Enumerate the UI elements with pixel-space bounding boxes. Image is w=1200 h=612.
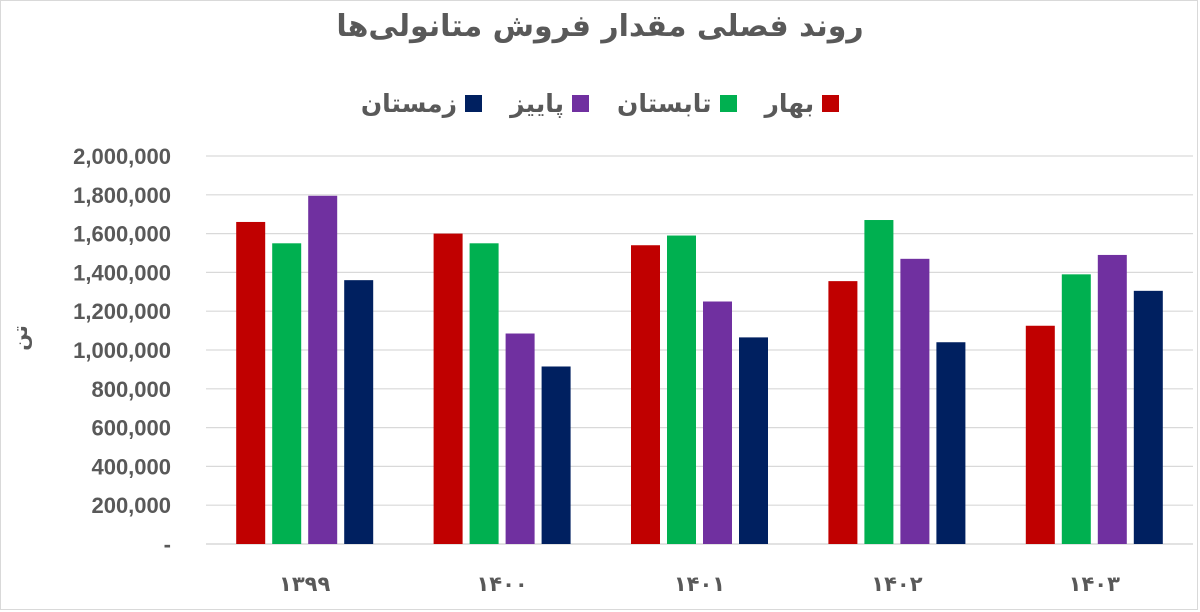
legend-label-2: پاییز xyxy=(510,89,564,118)
bar-0-0 xyxy=(236,221,266,544)
bar-4-3 xyxy=(1133,290,1163,544)
bar-0-3 xyxy=(344,280,374,544)
bar-2-1 xyxy=(667,235,696,545)
legend-label-3: زمستان xyxy=(360,89,458,118)
bar-3-1 xyxy=(864,220,894,544)
y-tick-label-9: 1,800,000 xyxy=(73,183,171,208)
y-tick-label-7: 1,400,000 xyxy=(73,260,171,285)
bar-2-0 xyxy=(631,245,660,545)
x-tick-label-3: ۱۴۰۲ xyxy=(871,572,922,596)
bar-1-1 xyxy=(469,243,499,545)
legend-item-3: زمستان xyxy=(360,89,483,118)
legend-item-2: پاییز xyxy=(510,89,589,118)
bar-2-3 xyxy=(739,337,768,544)
bar-3-3 xyxy=(936,342,966,544)
y-tick-label-6: 1,200,000 xyxy=(73,299,171,324)
y-tick-label-4: 800,000 xyxy=(91,377,171,402)
legend-item-0: بهار xyxy=(765,89,840,118)
x-tick-label-0: ۱۳۹۹ xyxy=(279,572,330,596)
legend-swatch-1 xyxy=(719,95,737,112)
y-tick-label-0: - xyxy=(164,532,171,557)
bar-4-0 xyxy=(1025,325,1055,544)
bar-2-2 xyxy=(703,301,732,544)
bar-1-2 xyxy=(505,333,535,544)
y-tick-label-1: 200,000 xyxy=(91,493,171,518)
y-tick-label-8: 1,600,000 xyxy=(73,222,171,247)
chart-legend: بهار تابستان پاییز زمستان xyxy=(1,89,1199,118)
y-tick-label-3: 600,000 xyxy=(91,416,171,441)
bar-3-0 xyxy=(828,281,858,544)
legend-swatch-2 xyxy=(571,95,589,112)
bar-1-0 xyxy=(433,233,463,544)
bar-4-2 xyxy=(1097,254,1127,544)
y-tick-label-10: 2,000,000 xyxy=(73,144,171,169)
legend-swatch-3 xyxy=(465,95,483,112)
chart-title: روند فصلی مقدار فروش متانولی‌ها xyxy=(336,9,864,44)
bar-0-1 xyxy=(272,243,302,545)
y-tick-label-5: 1,000,000 xyxy=(73,338,171,363)
x-tick-label-4: ۱۴۰۳ xyxy=(1069,572,1120,596)
x-tick-label-1: ۱۴۰۰ xyxy=(476,572,527,596)
bar-3-2 xyxy=(900,258,930,544)
bar-0-2 xyxy=(308,195,338,544)
x-tick-label-2: ۱۴۰۱ xyxy=(674,572,725,596)
legend-item-1: تابستان xyxy=(617,89,737,118)
bar-4-1 xyxy=(1061,274,1091,544)
legend-swatch-0 xyxy=(822,95,840,112)
bar-1-3 xyxy=(541,366,571,544)
legend-label-0: بهار xyxy=(764,89,815,118)
legend-label-1: تابستان xyxy=(616,89,712,118)
y-tick-label-2: 400,000 xyxy=(91,454,171,479)
